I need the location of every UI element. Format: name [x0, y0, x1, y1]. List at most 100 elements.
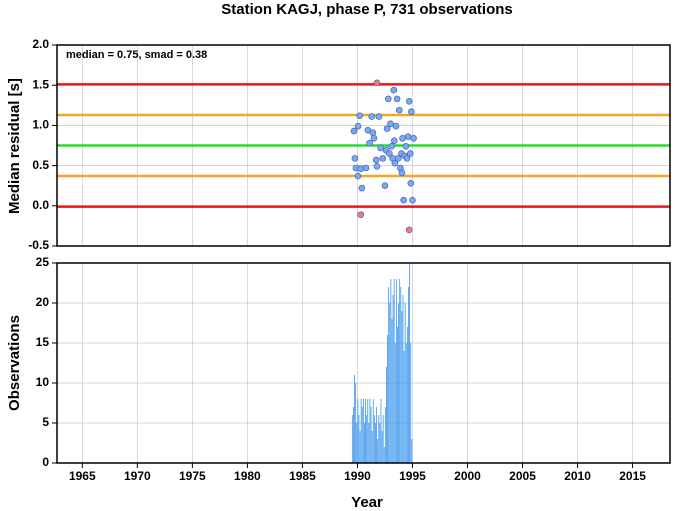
y-tick-label: -0.5: [28, 238, 49, 252]
bar: [355, 383, 357, 463]
bar: [409, 263, 410, 463]
y-tick-label: 10: [36, 375, 50, 389]
point: [409, 196, 416, 204]
bar: [389, 303, 391, 463]
bar: [386, 367, 387, 463]
bar: [381, 431, 383, 463]
y-axis-label: Observations: [6, 315, 23, 411]
point: [375, 113, 383, 120]
bar: [390, 279, 392, 463]
x-tick-label: 1980: [234, 469, 261, 483]
x-tick-label: 1965: [69, 469, 96, 483]
bar: [366, 415, 368, 463]
point: [372, 156, 380, 164]
point: [391, 159, 399, 167]
bar: [394, 343, 396, 463]
point: [386, 150, 393, 157]
x-axis-label: Year: [351, 494, 383, 511]
bar: [391, 319, 393, 463]
bar: [368, 423, 370, 463]
x-tick-label: 1990: [344, 469, 371, 483]
point: [373, 79, 381, 87]
bar: [400, 287, 402, 463]
bar: [378, 415, 380, 463]
point: [395, 106, 403, 114]
bar: [354, 375, 355, 463]
bar: [351, 415, 353, 463]
point: [398, 169, 406, 177]
bar: [384, 407, 386, 463]
bar: [392, 295, 394, 463]
bar: [393, 279, 395, 463]
point: [381, 182, 389, 189]
bar: [399, 279, 401, 463]
point: [358, 184, 366, 192]
y-tick-label: 0.5: [32, 158, 49, 172]
bar: [403, 351, 405, 463]
bar: [411, 439, 413, 463]
bar: [376, 407, 377, 463]
y-axis-label: Median residual [s]: [6, 78, 23, 214]
bar: [371, 431, 373, 463]
point: [403, 155, 411, 162]
y-tick-label: 0: [42, 455, 49, 469]
bar: [364, 423, 365, 463]
bar: [395, 279, 397, 463]
bar: [360, 399, 362, 463]
x-tick-label: 1995: [399, 469, 426, 483]
bar: [402, 295, 404, 463]
point: [404, 133, 412, 140]
point: [384, 95, 392, 103]
point: [402, 143, 410, 150]
point: [410, 134, 417, 142]
point: [390, 86, 398, 94]
point: [407, 179, 415, 187]
y-tick-label: 20: [36, 295, 50, 309]
point: [350, 127, 358, 135]
bar: [405, 343, 407, 463]
point: [392, 122, 400, 130]
y-tick-label: 2.0: [32, 37, 49, 51]
point: [356, 112, 363, 120]
bar: [362, 399, 364, 463]
bar: [380, 399, 382, 463]
y-tick-label: 5: [42, 415, 49, 429]
point: [406, 150, 414, 157]
point: [393, 95, 401, 103]
point: [357, 211, 365, 218]
bar: [401, 311, 403, 463]
plot-frame: [56, 262, 671, 464]
point: [394, 155, 402, 162]
point: [383, 125, 391, 132]
bar: [365, 399, 366, 463]
bar: [357, 399, 359, 463]
y-tick-label: 25: [36, 255, 50, 269]
bar: [375, 423, 376, 463]
bar: [369, 399, 371, 463]
bar: [387, 335, 388, 463]
point: [354, 122, 362, 130]
bar: [382, 415, 384, 463]
x-tick-label: 1975: [179, 469, 206, 483]
plot-frame: [56, 44, 671, 247]
point: [399, 134, 406, 142]
point: [368, 113, 376, 120]
point: [354, 172, 362, 180]
bar: [410, 343, 412, 463]
bar: [356, 423, 358, 463]
point: [369, 129, 377, 136]
chart-title: Station KAGJ, phase P, 731 observations: [221, 1, 513, 18]
x-tick-label: 2005: [509, 469, 536, 483]
y-tick-label: 1.5: [32, 77, 49, 91]
bar: [404, 303, 406, 463]
bar: [353, 407, 354, 463]
bar: [370, 407, 372, 463]
bar: [358, 415, 360, 463]
x-tick-label: 1985: [289, 469, 316, 483]
point: [387, 120, 394, 128]
annotation: median = 0.75, smad = 0.38: [66, 49, 207, 61]
bar: [359, 431, 361, 463]
x-tick-label: 1970: [124, 469, 151, 483]
bar: [388, 287, 390, 463]
